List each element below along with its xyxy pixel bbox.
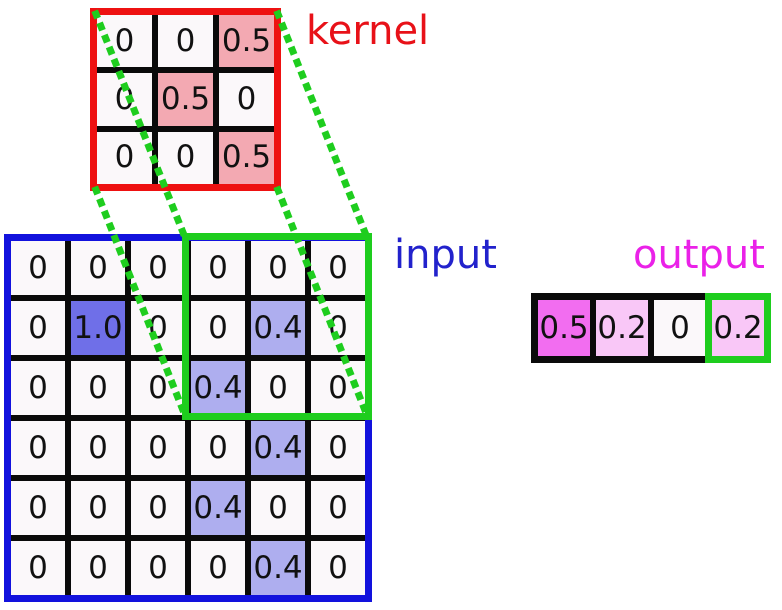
input-cell: 0 [131, 541, 185, 595]
input-cell: 0 [71, 241, 125, 295]
input-cell: 0 [11, 241, 65, 295]
input-cell: 0 [191, 421, 245, 475]
output-cell: 0 [654, 300, 706, 356]
output-cell: 0.2 [596, 300, 648, 356]
input-cell: 0 [131, 241, 185, 295]
input-cell: 0 [251, 481, 305, 535]
input-cell: 0 [11, 301, 65, 355]
input-cell: 0 [311, 421, 365, 475]
input-cell: 0 [71, 361, 125, 415]
output-cell: 0.5 [538, 300, 590, 356]
input-cell: 0.4 [191, 481, 245, 535]
input-cell: 0 [131, 301, 185, 355]
kernel-cell: 0 [97, 131, 152, 184]
kernel-cell: 0 [97, 73, 152, 126]
input-cell: 0 [311, 541, 365, 595]
input-cell: 0 [191, 541, 245, 595]
input-cell: 0 [71, 421, 125, 475]
input-cell: 0 [191, 241, 245, 295]
input-cell: 0 [11, 541, 65, 595]
output-grid: 0.5 0.2 0 0.2 [531, 293, 771, 363]
output-highlight-ring [705, 293, 771, 363]
input-cell: 1.0 [71, 301, 125, 355]
output-label: output [633, 232, 765, 278]
input-cell: 0 [11, 481, 65, 535]
input-cell: 0 [131, 421, 185, 475]
input-cell: 0 [131, 481, 185, 535]
input-cell: 0 [311, 481, 365, 535]
kernel-cell: 0.5 [158, 73, 213, 126]
kernel-grid: 0 0 0.5 0 0.5 0 0 0 0.5 [90, 8, 281, 191]
kernel-cell: 0 [158, 131, 213, 184]
input-cell: 0.4 [251, 541, 305, 595]
input-label: input [394, 232, 497, 278]
input-cell: 0.4 [251, 421, 305, 475]
input-cell: 0.4 [191, 361, 245, 415]
input-window-highlight [182, 233, 372, 420]
kernel-cell: 0.5 [219, 15, 274, 68]
input-cell: 0 [11, 421, 65, 475]
kernel-cell: 0 [97, 15, 152, 68]
input-cell: 0 [71, 481, 125, 535]
kernel-label: kernel [306, 8, 430, 54]
input-cell: 0 [11, 361, 65, 415]
kernel-cell: 0 [219, 73, 274, 126]
kernel-cell: 0 [158, 15, 213, 68]
input-cell: 0 [191, 301, 245, 355]
output-cell: 0.2 [712, 300, 764, 356]
kernel-cell: 0.5 [219, 131, 274, 184]
input-cell: 0 [71, 541, 125, 595]
input-cell: 0 [131, 361, 185, 415]
